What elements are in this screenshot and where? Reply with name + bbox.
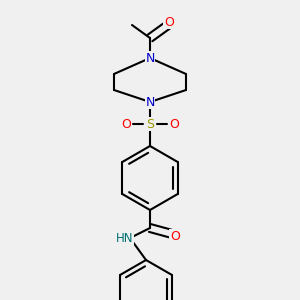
Text: O: O bbox=[164, 16, 174, 28]
Text: O: O bbox=[170, 230, 180, 242]
Text: O: O bbox=[169, 118, 179, 130]
Text: N: N bbox=[145, 52, 155, 64]
Text: S: S bbox=[146, 118, 154, 130]
Text: HN: HN bbox=[116, 232, 134, 244]
Text: N: N bbox=[145, 95, 155, 109]
Text: O: O bbox=[121, 118, 131, 130]
